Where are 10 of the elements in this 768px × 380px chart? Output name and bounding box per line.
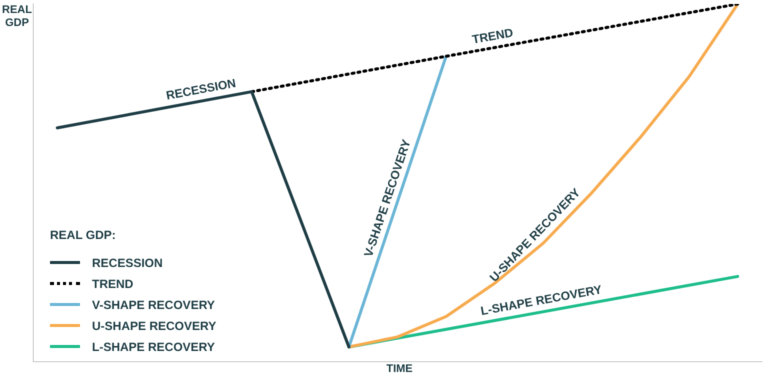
y-axis-title: REAL GDP: [2, 4, 32, 30]
legend-title: REAL GDP:: [50, 228, 117, 242]
legend-label: L-SHAPE RECOVERY: [92, 340, 215, 354]
text: TREND: [471, 26, 514, 47]
text: L-SHAPE RECOVERY: [480, 282, 603, 318]
legend-label: U-SHAPE RECOVERY: [92, 318, 216, 332]
x-axis-title: TIME: [385, 363, 414, 375]
legend-label: RECESSION: [92, 256, 163, 270]
legend-label: TREND: [92, 276, 134, 290]
legend-label: V-SHAPE RECOVERY: [92, 298, 215, 312]
